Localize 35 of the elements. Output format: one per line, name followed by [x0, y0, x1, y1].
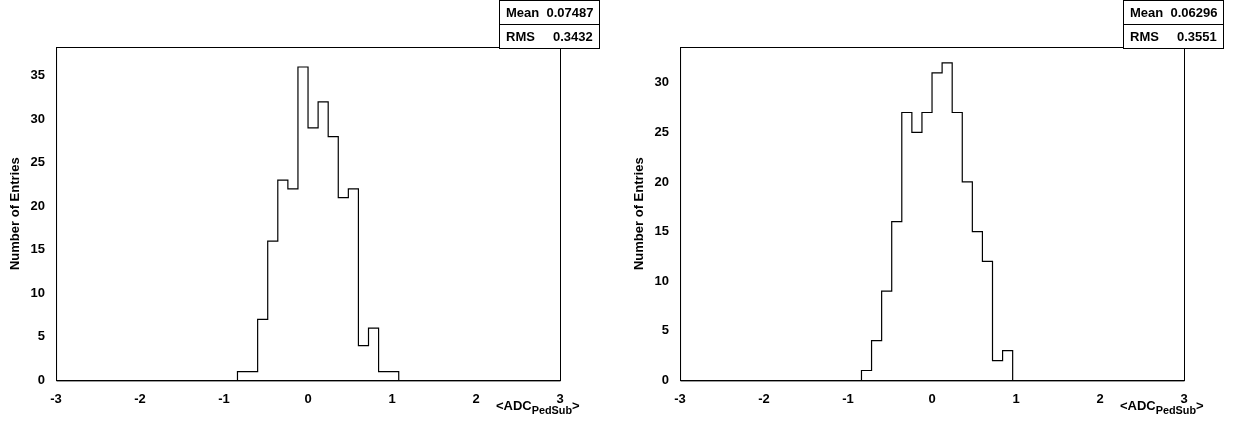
- x-tick-label: 0: [304, 390, 312, 406]
- y-tick-label: 30: [30, 110, 46, 126]
- y-tick-label: 15: [30, 241, 46, 257]
- x-tick-label: 2: [472, 390, 480, 406]
- x-tick-label: -2: [134, 390, 146, 406]
- y-tick-label: 20: [30, 197, 46, 213]
- x-tick-label: 3: [1180, 390, 1188, 406]
- y-tick-label: 30: [654, 74, 670, 90]
- x-tick-label: -2: [758, 390, 770, 406]
- text: RMS 0.3551: [1124, 24, 1224, 48]
- x-tick-label: -3: [674, 390, 686, 406]
- y-tick-label: 15: [654, 223, 670, 239]
- y-tick-label: 25: [30, 154, 46, 170]
- y-axis-title: Number of Entries: [631, 157, 647, 271]
- x-tick-label: -3: [50, 390, 62, 406]
- y-axis-title: Number of Entries: [7, 157, 23, 271]
- y-tick-label: 20: [654, 173, 670, 189]
- x-tick-label: 0: [928, 390, 936, 406]
- x-tick-label: -1: [842, 390, 854, 406]
- y-tick-label: 5: [661, 322, 670, 338]
- y-tick-label: 10: [30, 284, 46, 300]
- x-tick-label: 3: [556, 390, 564, 406]
- y-tick-label: 25: [654, 123, 670, 139]
- text: RMS 0.3432: [500, 24, 600, 48]
- y-tick-label: 0: [661, 371, 670, 387]
- y-tick-label: 5: [37, 328, 46, 344]
- text: Mean 0.07487: [505, 4, 595, 22]
- y-tick-label: 0: [37, 371, 46, 387]
- text: Mean 0.06296: [1129, 4, 1219, 22]
- y-tick-label: 35: [30, 67, 46, 83]
- x-tick-label: -1: [218, 390, 230, 406]
- x-tick-label: 2: [1096, 390, 1104, 406]
- x-tick-label: 1: [1012, 390, 1020, 406]
- x-tick-label: 1: [388, 390, 396, 406]
- y-tick-label: 10: [654, 272, 670, 288]
